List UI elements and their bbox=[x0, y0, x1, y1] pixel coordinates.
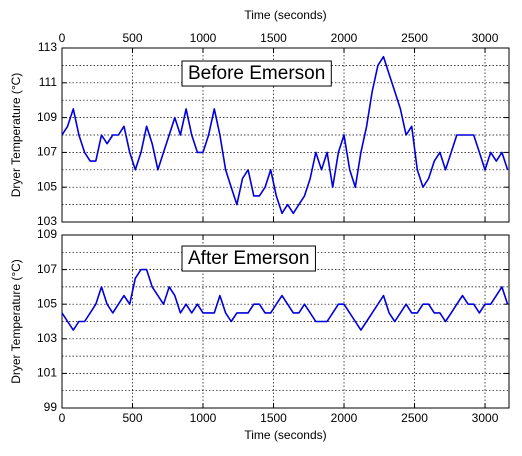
x-tick-label: 0 bbox=[59, 411, 66, 425]
plot-frame bbox=[61, 234, 510, 409]
y-tick-label: 99 bbox=[44, 400, 58, 414]
y-tick-label: 109 bbox=[37, 227, 57, 241]
x-tick-label: 3000 bbox=[472, 411, 499, 425]
annotation: Before Emerson bbox=[188, 63, 325, 84]
y-tick-label: 105 bbox=[37, 179, 57, 193]
annotation-box bbox=[181, 245, 316, 272]
y-tick-label: 107 bbox=[37, 262, 57, 276]
annotation-box bbox=[181, 60, 332, 87]
y-tick-label: 109 bbox=[37, 110, 57, 124]
annotation: After Emerson bbox=[188, 248, 309, 269]
x-tick-label: 500 bbox=[122, 31, 142, 45]
x-tick-label: 3000 bbox=[472, 31, 499, 45]
x-tick-label: 2000 bbox=[331, 31, 358, 45]
y-axis-label: Dryer Temperature (°C) bbox=[9, 73, 23, 198]
x-tick-label: 2000 bbox=[331, 411, 358, 425]
x-axis-label: Time (seconds) bbox=[244, 8, 326, 22]
x-tick-label: 2500 bbox=[401, 411, 428, 425]
x-tick-label: 2500 bbox=[401, 31, 428, 45]
data-line bbox=[61, 55, 509, 215]
y-tick-label: 107 bbox=[37, 145, 57, 159]
x-tick-label: 1500 bbox=[260, 411, 287, 425]
y-tick-label: 103 bbox=[37, 214, 57, 228]
x-axis-label: Time (seconds) bbox=[244, 428, 326, 442]
y-tick-label: 105 bbox=[37, 296, 57, 310]
x-tick-label: 500 bbox=[122, 411, 142, 425]
y-tick-label: 101 bbox=[37, 366, 57, 380]
x-tick-label: 1000 bbox=[190, 411, 217, 425]
x-tick-label: 0 bbox=[59, 31, 66, 45]
y-axis-label: Dryer Temperature (°C) bbox=[9, 259, 23, 384]
y-tick-label: 103 bbox=[37, 331, 57, 345]
data-line bbox=[61, 268, 509, 331]
x-tick-label: 1000 bbox=[190, 31, 217, 45]
y-tick-label: 111 bbox=[39, 75, 58, 89]
x-tick-label: 1500 bbox=[260, 31, 287, 45]
y-tick-label: 113 bbox=[38, 40, 57, 54]
